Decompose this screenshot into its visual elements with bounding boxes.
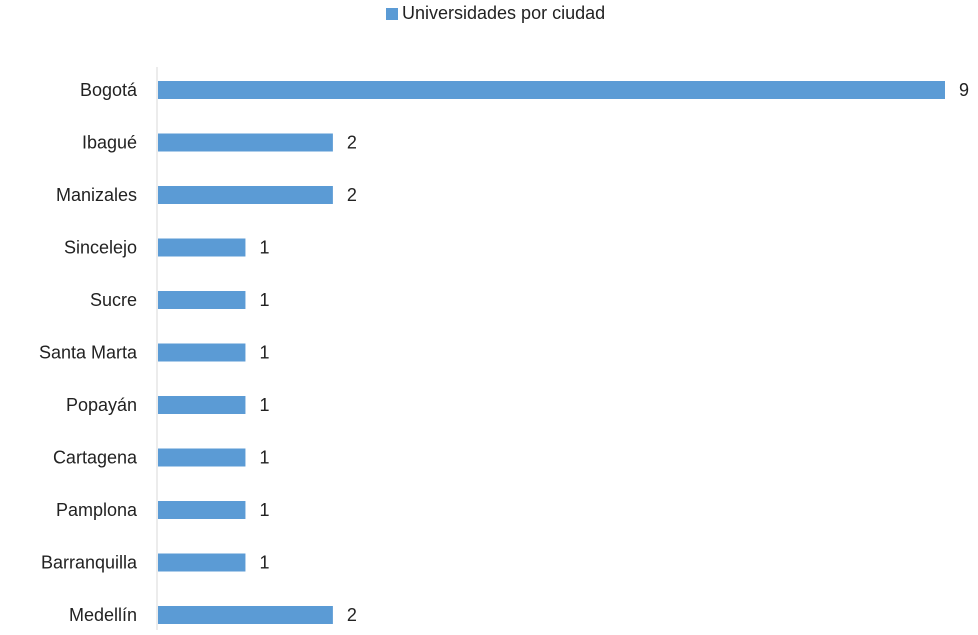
bar-pamplona [158,501,246,519]
category-label-barranquilla: Barranquilla [41,553,138,573]
data-label-sincelejo: 1 [259,238,269,258]
bar-sincelejo [158,238,246,257]
category-label-sincelejo: Sincelejo [64,238,137,258]
category-label-cartagena: Cartagena [53,448,138,468]
bar-sucre [158,291,246,309]
category-labels: Bogotá Ibagué Manizales Sincelejo Sucre Santa… [39,80,138,625]
data-label-bogota: 9 [959,80,969,100]
category-label-sucre: Sucre [90,290,137,310]
bar-barranquilla [158,553,246,572]
category-label-ibague: Ibagué [82,133,137,153]
data-label-medellin: 2 [347,605,357,625]
category-label-popayan: Popayán [66,395,137,415]
bar-popayan [158,396,246,414]
data-label-ibague: 2 [347,133,357,153]
bar-bogota [158,81,945,99]
bar-santa-marta [158,343,246,362]
category-label-bogota: Bogotá [80,80,138,100]
legend-swatch [386,8,398,20]
category-label-medellin: Medellín [69,605,137,625]
category-label-manizales: Manizales [56,185,137,205]
data-labels: 9 2 2 1 1 1 1 1 1 1 2 [259,80,969,625]
data-label-barranquilla: 1 [259,553,269,573]
legend-label: Universidades por ciudad [402,3,605,23]
data-label-cartagena: 1 [259,448,269,468]
bar-cartagena [158,448,246,467]
data-label-manizales: 2 [347,185,357,205]
data-label-santa-marta: 1 [259,343,269,363]
bar-medellin [158,606,333,624]
legend: Universidades por ciudad [386,3,605,23]
category-label-pamplona: Pamplona [56,500,138,520]
data-label-pamplona: 1 [259,500,269,520]
category-label-santa-marta: Santa Marta [39,343,138,363]
bar-manizales [158,186,333,204]
data-label-sucre: 1 [259,290,269,310]
bars [158,81,945,624]
data-label-popayan: 1 [259,395,269,415]
bar-ibague [158,133,333,152]
